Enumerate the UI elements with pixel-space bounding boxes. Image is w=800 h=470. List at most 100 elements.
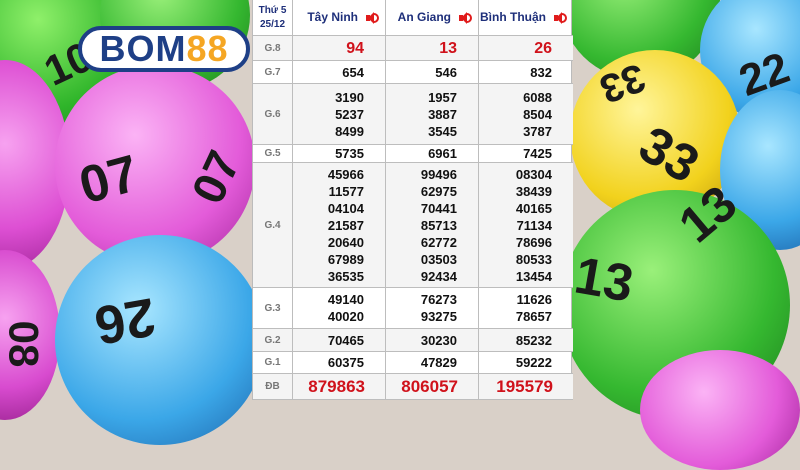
prize-cell: 99496 62975 70441 85713 62772 03503 92434 bbox=[386, 163, 479, 287]
prize-number: 62772 bbox=[420, 234, 457, 250]
speaker-icon[interactable] bbox=[365, 11, 379, 24]
prize-number: 3545 bbox=[428, 123, 457, 139]
prize-label: G.5 bbox=[253, 145, 293, 162]
prize-number: 6088 bbox=[523, 89, 552, 105]
ball-number: 26 bbox=[90, 286, 160, 356]
prize-row: G.3 49140 40020 76273 93275 11626 78657 bbox=[253, 288, 573, 329]
prize-number: 3887 bbox=[428, 106, 457, 122]
prize-label: G.4 bbox=[253, 163, 293, 287]
prize-number: 3787 bbox=[523, 123, 552, 139]
prize-number: 3190 bbox=[335, 89, 364, 105]
prize-row: G.7 654 546 832 bbox=[253, 61, 573, 84]
prize-number: 8499 bbox=[335, 123, 364, 139]
prize-cell: 94 bbox=[293, 36, 386, 60]
prize-number: 11626 bbox=[516, 292, 552, 307]
prize-number: 76273 bbox=[420, 292, 457, 307]
weekday-label: Thứ 5 bbox=[258, 4, 287, 16]
prize-cell: 30230 bbox=[386, 329, 479, 351]
prize-cell: 6088 8504 3787 bbox=[479, 84, 573, 144]
prize-number: 08304 bbox=[515, 166, 552, 182]
prize-number: 92434 bbox=[420, 268, 457, 284]
prize-number: 94 bbox=[346, 39, 364, 57]
prize-label: G.2 bbox=[253, 329, 293, 351]
prize-number: 62975 bbox=[420, 183, 457, 199]
prize-row: G.8 94 13 26 bbox=[253, 36, 573, 61]
prize-cell: 546 bbox=[386, 61, 479, 83]
prize-number: 879863 bbox=[308, 377, 365, 396]
prize-cell: 26 bbox=[479, 36, 573, 60]
prize-number: 5237 bbox=[335, 106, 364, 122]
prize-number: 04104 bbox=[327, 200, 364, 216]
prize-number: 45966 bbox=[327, 166, 364, 182]
prize-cell: 13 bbox=[386, 36, 479, 60]
date-cell: Thứ 5 25/12 bbox=[253, 0, 293, 35]
prize-number: 8504 bbox=[523, 106, 552, 122]
prize-number: 85232 bbox=[515, 332, 552, 348]
prize-cell: 195579 bbox=[479, 374, 573, 399]
prize-number: 13454 bbox=[515, 268, 552, 284]
prize-number: 40165 bbox=[515, 200, 552, 216]
province-name: An Giang bbox=[397, 10, 451, 24]
prize-number: 71134 bbox=[516, 217, 552, 233]
prize-number: 80533 bbox=[515, 251, 552, 267]
prize-cell: 7425 bbox=[479, 145, 573, 162]
date-label: 25/12 bbox=[259, 18, 286, 30]
prize-number: 11577 bbox=[328, 183, 364, 199]
ball-number: 13 bbox=[570, 246, 638, 314]
prize-cell: 08304 38439 40165 71134 78696 80533 13454 bbox=[479, 163, 573, 287]
prize-number: 38439 bbox=[515, 183, 552, 199]
prize-number: 99496 bbox=[420, 166, 457, 182]
prize-cell: 654 bbox=[293, 61, 386, 83]
province-name: Bình Thuận bbox=[480, 10, 546, 24]
prize-number: 26 bbox=[534, 39, 552, 57]
prize-cell: 70465 bbox=[293, 329, 386, 351]
prize-cell: 832 bbox=[479, 61, 573, 83]
prize-label: G.6 bbox=[253, 84, 293, 144]
prize-cell: 879863 bbox=[293, 374, 386, 399]
prize-row: G.4 45966 11577 04104 21587 20640 67989 36535 99… bbox=[253, 163, 573, 288]
prize-cell: 85232 bbox=[479, 329, 573, 351]
prize-cell: 6961 bbox=[386, 145, 479, 162]
prize-cell: 806057 bbox=[386, 374, 479, 399]
prize-number: 59222 bbox=[515, 355, 552, 370]
prize-number: 832 bbox=[530, 64, 552, 80]
prize-number: 93275 bbox=[420, 309, 457, 324]
prize-label: G.3 bbox=[253, 288, 293, 328]
prize-row: G.2 70465 30230 85232 bbox=[253, 329, 573, 352]
table-header: Thứ 5 25/12 Tây Ninh An Giang Bình Thuận bbox=[253, 0, 573, 36]
speaker-icon[interactable] bbox=[553, 11, 567, 24]
prize-cell: 49140 40020 bbox=[293, 288, 386, 328]
prize-label: G.7 bbox=[253, 61, 293, 83]
province-header: An Giang bbox=[386, 0, 479, 35]
prize-cell: 47829 bbox=[386, 352, 479, 373]
bom88-logo: BOM 88 bbox=[78, 26, 250, 72]
prize-number: 47829 bbox=[420, 355, 457, 370]
lottery-results-table: Thứ 5 25/12 Tây Ninh An Giang Bình Thuận … bbox=[252, 0, 573, 400]
province-header: Tây Ninh bbox=[293, 0, 386, 35]
prize-number: 36535 bbox=[327, 268, 364, 284]
prize-cell: 45966 11577 04104 21587 20640 67989 36535 bbox=[293, 163, 386, 287]
prize-cell: 11626 78657 bbox=[479, 288, 573, 328]
prize-row: G.6 3190 5237 8499 1957 3887 3545 6088 8504 3787 bbox=[253, 84, 573, 145]
prize-row: G.1 60375 47829 59222 bbox=[253, 352, 573, 374]
prize-row: G.5 5735 6961 7425 bbox=[253, 145, 573, 163]
prize-label: ĐB bbox=[253, 374, 293, 399]
prize-number: 7425 bbox=[523, 146, 552, 161]
prize-cell: 3190 5237 8499 bbox=[293, 84, 386, 144]
prize-number: 30230 bbox=[420, 332, 457, 348]
prize-number: 85713 bbox=[420, 217, 457, 233]
prize-cell: 5735 bbox=[293, 145, 386, 162]
speaker-icon[interactable] bbox=[458, 11, 472, 24]
prize-number: 21587 bbox=[327, 217, 364, 233]
province-name: Tây Ninh bbox=[307, 10, 358, 24]
ball-number: 08 bbox=[0, 320, 48, 368]
province-header: Bình Thuận bbox=[479, 0, 573, 35]
prize-number: 78657 bbox=[515, 309, 552, 324]
prize-number: 49140 bbox=[327, 292, 364, 307]
prize-number: 5735 bbox=[335, 146, 364, 161]
prize-number: 195579 bbox=[496, 377, 553, 396]
prize-number: 03503 bbox=[420, 251, 457, 267]
prize-number: 60375 bbox=[327, 355, 364, 370]
prize-number: 654 bbox=[342, 64, 364, 80]
prize-number: 20640 bbox=[327, 234, 364, 250]
